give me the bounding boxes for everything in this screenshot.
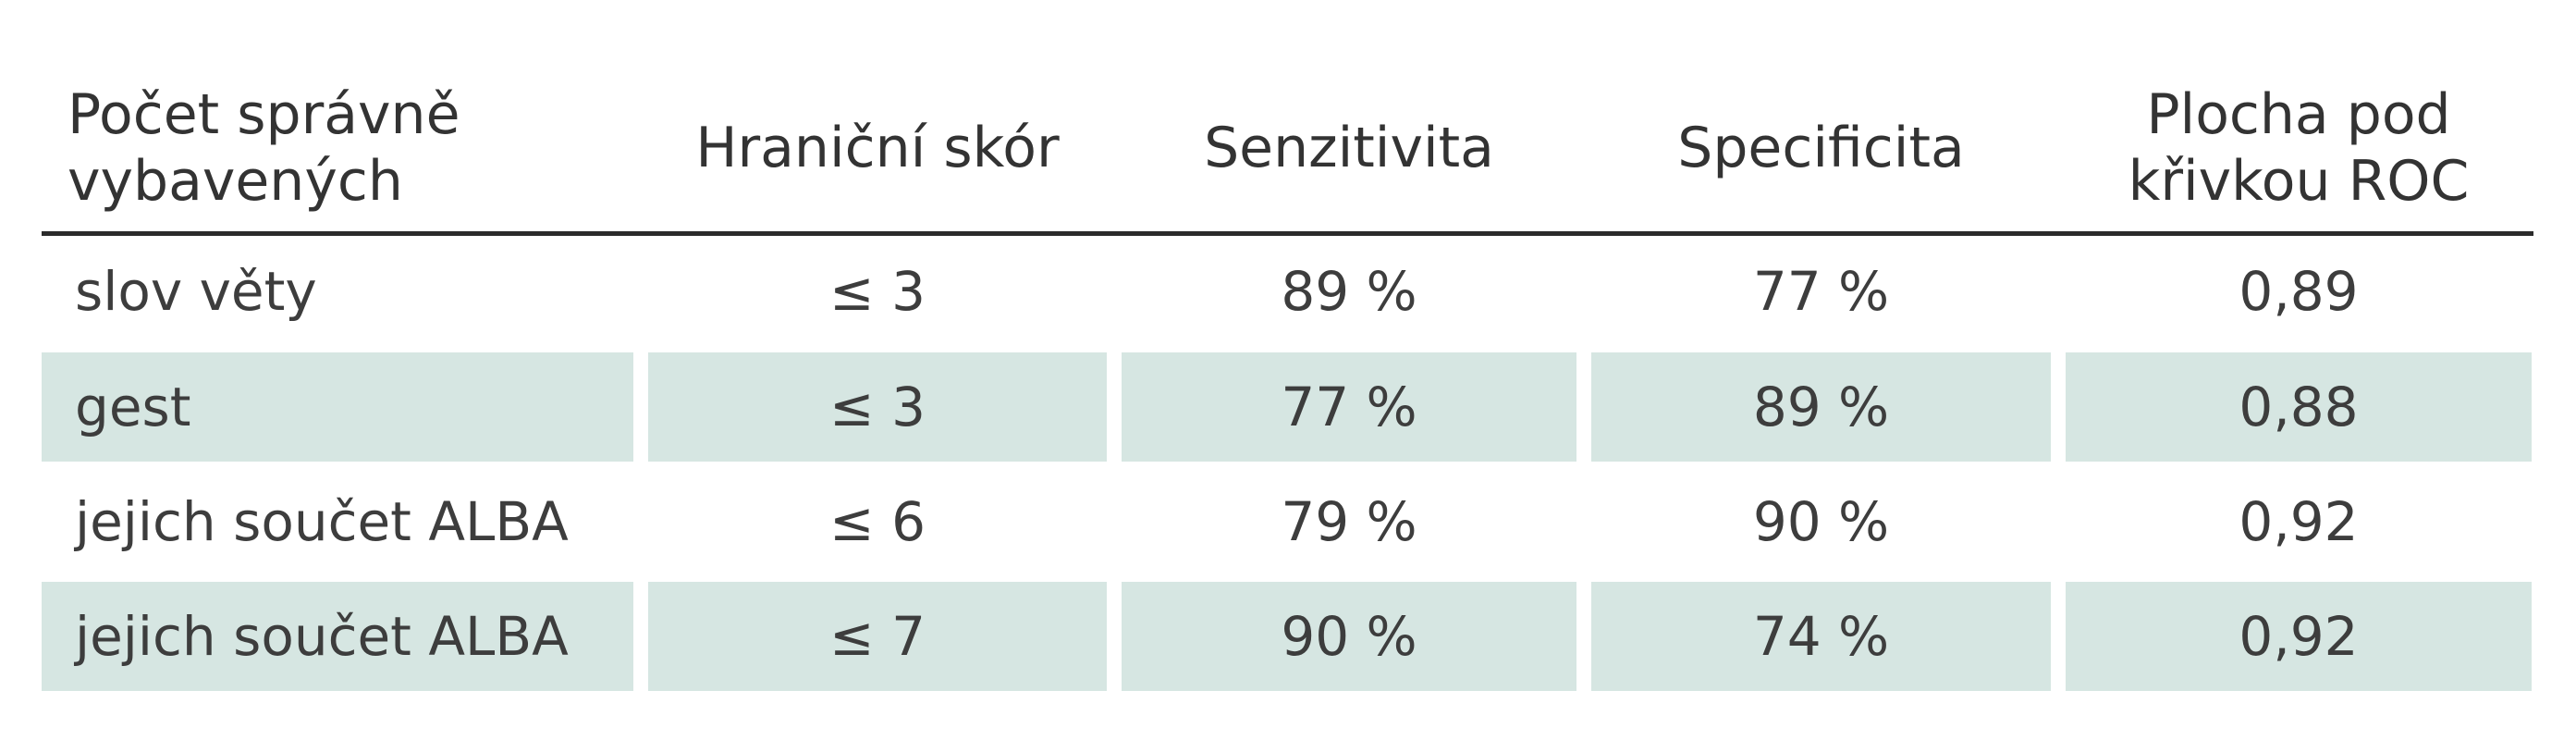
cell-sensitivity: 79 %	[1281, 490, 1417, 553]
cell-auc: 0,92	[2066, 582, 2532, 691]
cell-cutoff: ≤ 3	[829, 260, 926, 323]
cell-specificity: 74 %	[1591, 582, 2051, 691]
cell-sensitivity: 89 %	[1281, 260, 1417, 323]
cell-specificity: 77 %	[1752, 260, 1890, 323]
header-specificity: Specificita	[1591, 65, 2051, 231]
cell-category: gest	[42, 352, 633, 462]
cell-auc: 0,89	[2239, 260, 2359, 323]
header-correct-count: Počet správně vybavených	[42, 65, 633, 231]
table-row: jejich součet ALBA ≤ 6 79 % 90 % 0,92	[42, 467, 2533, 576]
header-cutoff-score: Hraniční skór	[648, 65, 1107, 231]
cell-category: slov věty	[75, 260, 317, 323]
header-label: Senzitivita	[1204, 116, 1494, 180]
cell-category: jejich součet ALBA	[75, 490, 569, 553]
header-auc: Plocha pod křivkou ROC	[2066, 65, 2532, 231]
table-row: jejich součet ALBA ≤ 7 90 % 74 % 0,92	[42, 582, 2533, 691]
header-sensitivity: Senzitivita	[1122, 65, 1576, 231]
cell-specificity: 89 %	[1591, 352, 2051, 462]
table-row: gest ≤ 3 77 % 89 % 0,88	[42, 352, 2533, 462]
header-label: Specificita	[1677, 116, 1965, 180]
header-label: Plocha pod křivkou ROC	[2128, 82, 2470, 214]
results-table: Počet správně vybavených Hraniční skór S…	[42, 65, 2533, 691]
cell-sensitivity: 90 %	[1122, 582, 1576, 691]
header-label: Hraniční skór	[695, 116, 1060, 180]
cell-sensitivity: 77 %	[1122, 352, 1576, 462]
header-label: Počet správně vybavených	[67, 82, 460, 214]
table-row: slov věty ≤ 3 89 % 77 % 0,89	[42, 236, 2533, 347]
table-header-row: Počet správně vybavených Hraniční skór S…	[42, 65, 2533, 236]
cell-category: jejich součet ALBA	[42, 582, 633, 691]
cell-cutoff: ≤ 6	[829, 490, 926, 553]
cell-cutoff: ≤ 7	[648, 582, 1107, 691]
cell-specificity: 90 %	[1752, 490, 1890, 553]
cell-auc: 0,88	[2066, 352, 2532, 462]
cell-cutoff: ≤ 3	[648, 352, 1107, 462]
cell-auc: 0,92	[2239, 490, 2359, 553]
